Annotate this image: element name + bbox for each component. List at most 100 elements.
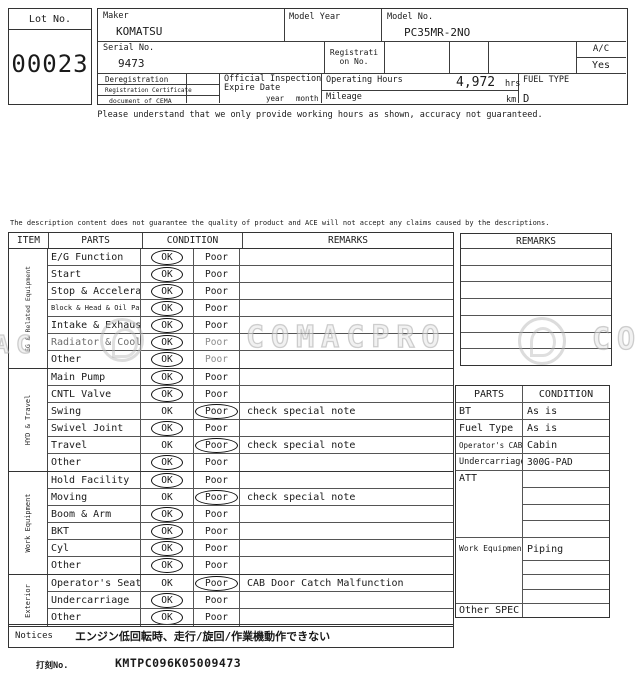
remarks-table: REMARKS bbox=[460, 233, 612, 366]
mileage-label: Mileage bbox=[326, 92, 362, 102]
table-row: Other OK Poor bbox=[48, 351, 453, 368]
spec-row: Fuel Type As is bbox=[456, 420, 609, 437]
remarks-table-header: REMARKS bbox=[461, 234, 611, 249]
remarks-text bbox=[240, 540, 453, 556]
description-disclaimer: The description content does not guarant… bbox=[10, 219, 550, 227]
registration-certificate-label: Registration Certificate bbox=[105, 87, 192, 94]
ok-mark: OK bbox=[151, 472, 183, 488]
spec-condition-value: As is bbox=[527, 422, 558, 434]
table-row: Start OK Poor bbox=[48, 266, 453, 283]
parts-label: Undercarriage bbox=[48, 592, 141, 608]
spec-table-header: PARTS CONDITION bbox=[456, 386, 609, 403]
parts-label: Swivel Joint bbox=[48, 420, 141, 436]
ok-mark: OK bbox=[151, 300, 183, 316]
condition-header: CONDITION bbox=[143, 233, 243, 248]
inspection-table: ITEM PARTS CONDITION REMARKS EG & Relate… bbox=[8, 232, 454, 627]
table-row: Radiator & Cooling OK Poor bbox=[48, 334, 453, 351]
ok-mark: OK bbox=[151, 610, 183, 625]
parts-label: CNTL Valve bbox=[48, 386, 141, 402]
remarks-text bbox=[240, 300, 453, 316]
deregistration-label: Deregistration bbox=[105, 75, 169, 84]
operating-hours-label: Operating Hours bbox=[326, 75, 403, 85]
table-row: Main Pump OK Poor bbox=[48, 369, 453, 386]
remarks-text bbox=[240, 283, 453, 299]
spec-parts-header: PARTS bbox=[456, 386, 523, 402]
spec-table: PARTS CONDITION BT As is Fuel Type As is… bbox=[455, 385, 610, 618]
remarks-text bbox=[240, 557, 453, 574]
ok-mark: OK bbox=[161, 577, 173, 589]
section-label: Work Equipment bbox=[24, 493, 32, 553]
spec-row: BT As is bbox=[456, 403, 609, 420]
table-row: Moving OK Poor check special note bbox=[48, 489, 453, 506]
model-no-value: PC35MR-2NO bbox=[404, 26, 471, 39]
remarks-row bbox=[461, 266, 611, 283]
table-row: BKT OK Poor bbox=[48, 523, 453, 540]
month-label: month bbox=[296, 94, 319, 103]
spec-condition-value: Piping bbox=[523, 538, 609, 561]
serial-no-value: 9473 bbox=[118, 57, 145, 70]
parts-label: Start bbox=[48, 266, 141, 282]
parts-label: Other bbox=[48, 351, 141, 368]
operating-hours-value: 4,972 bbox=[456, 75, 496, 90]
remarks-text bbox=[240, 369, 453, 385]
spec-parts-label: Undercarriage bbox=[456, 454, 523, 470]
remarks-text: check special note bbox=[247, 439, 356, 451]
ok-mark: OK bbox=[161, 405, 173, 417]
table-row: Cyl OK Poor bbox=[48, 540, 453, 557]
stamp-no-label: 打刻No. bbox=[36, 661, 69, 671]
parts-label: Stop & Accelerator bbox=[48, 283, 141, 299]
lot-number-value: 00023 bbox=[11, 50, 89, 78]
poor-mark: Poor bbox=[205, 371, 228, 383]
parts-label: Main Pump bbox=[48, 369, 141, 385]
operating-hours-unit: hrs bbox=[505, 79, 521, 89]
ac-label: A/C bbox=[592, 44, 610, 54]
hours-disclaimer: Please understand that we only provide w… bbox=[97, 110, 543, 120]
poor-mark: Poor bbox=[205, 285, 228, 297]
poor-mark: Poor bbox=[205, 388, 228, 400]
remarks-text bbox=[240, 249, 453, 265]
remarks-row bbox=[461, 333, 611, 350]
poor-mark: Poor bbox=[205, 302, 228, 314]
registration-no-label: Registrati on No. bbox=[329, 48, 379, 66]
poor-mark: Poor bbox=[195, 489, 238, 505]
maker-value: KOMATSU bbox=[116, 25, 163, 38]
remarks-text bbox=[240, 592, 453, 608]
document-of-cema-label: document of CEMA bbox=[109, 97, 172, 105]
fuel-type-value: D bbox=[523, 93, 530, 105]
section-label: Exterior bbox=[24, 583, 32, 618]
spec-row: Undercarriage 300G-PAD bbox=[456, 454, 609, 471]
remarks-row bbox=[461, 299, 611, 316]
remarks-text bbox=[240, 266, 453, 282]
item-header: ITEM bbox=[9, 233, 49, 248]
ok-mark: OK bbox=[151, 523, 183, 539]
parts-label: E/G Function bbox=[48, 249, 141, 265]
poor-mark: Poor bbox=[205, 319, 228, 331]
spec-row: Operator's CAB Cabin bbox=[456, 437, 609, 454]
parts-label: Other bbox=[48, 557, 141, 574]
section-exterior: Exterior Operator's Seat OK Poor CAB Doo… bbox=[9, 575, 453, 626]
poor-mark: Poor bbox=[205, 508, 228, 520]
ok-mark: OK bbox=[151, 352, 183, 367]
stamp-no-value: KMTPC096K05009473 bbox=[115, 656, 242, 670]
table-row: Undercarriage OK Poor bbox=[48, 592, 453, 609]
remarks-header: REMARKS bbox=[327, 235, 369, 246]
parts-header: PARTS bbox=[49, 233, 143, 248]
table-row: Travel OK Poor check special note bbox=[48, 437, 453, 454]
spec-row-work-equipment: Work Equipment Piping bbox=[456, 538, 609, 604]
poor-mark: Poor bbox=[205, 542, 228, 554]
poor-mark: Poor bbox=[205, 594, 228, 606]
notices-text: エンジン低回転時、走行/旋回/作業機動作できない bbox=[74, 630, 331, 643]
remarks-text bbox=[240, 454, 453, 471]
table-row: CNTL Valve OK Poor bbox=[48, 386, 453, 403]
year-label: year bbox=[266, 94, 285, 103]
ok-mark: OK bbox=[151, 506, 183, 522]
remarks-text: CAB Door Catch Malfunction bbox=[247, 577, 404, 589]
table-row: Other OK Poor bbox=[48, 454, 453, 471]
ok-mark: OK bbox=[151, 334, 183, 350]
remarks-text bbox=[240, 386, 453, 402]
ok-mark: OK bbox=[151, 266, 183, 282]
maker-label: Maker bbox=[103, 11, 129, 21]
spec-row-att: ATT bbox=[456, 471, 609, 538]
ac-value: Yes bbox=[591, 59, 611, 71]
